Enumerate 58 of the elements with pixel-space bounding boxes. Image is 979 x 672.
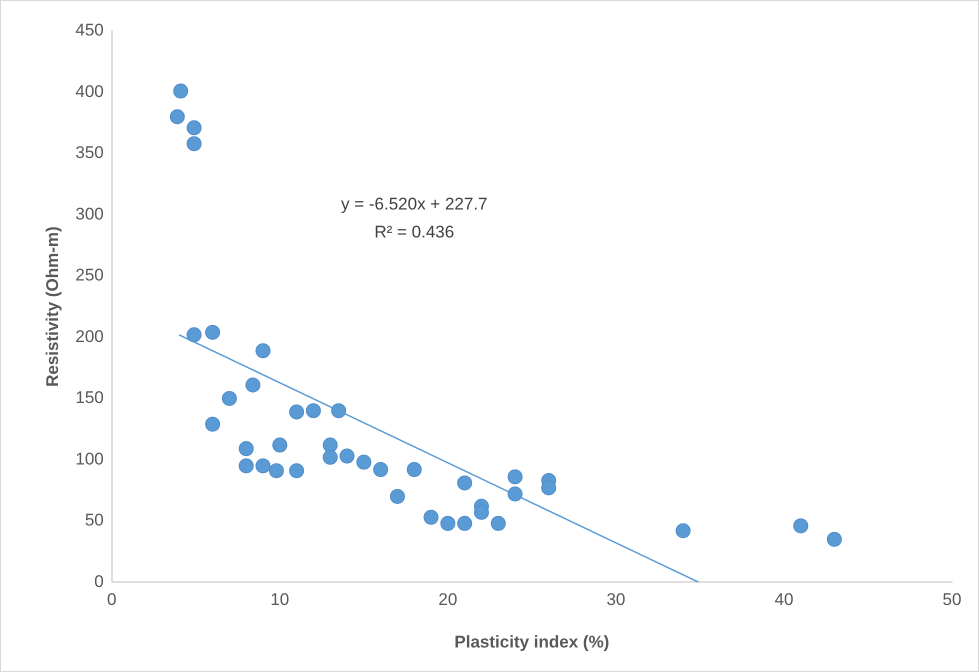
point [826, 532, 842, 547]
point [306, 403, 321, 418]
x-tick-label: 20 [438, 590, 458, 610]
point [541, 480, 556, 496]
point [322, 438, 338, 453]
point [222, 390, 237, 406]
point [457, 516, 472, 531]
x-tick-label: 0 [107, 590, 116, 610]
y-tick-label: 200 [75, 326, 104, 346]
y-tick-label: 50 [84, 510, 104, 530]
x-axis-title: Plasticity index (%) [454, 632, 610, 652]
point [205, 416, 220, 432]
x-tick-label: 10 [270, 590, 290, 610]
point [508, 486, 523, 502]
x-tick-label: 30 [606, 590, 626, 610]
y-tick-label: 400 [75, 82, 104, 101]
point [170, 109, 185, 124]
x-tick-label: 50 [942, 590, 962, 610]
point [424, 510, 439, 525]
point [793, 518, 808, 534]
y-tick-label: 150 [75, 388, 104, 408]
point [245, 377, 260, 392]
point [186, 136, 202, 152]
point [490, 516, 506, 531]
point [268, 463, 284, 478]
point [406, 462, 422, 478]
point [289, 404, 304, 420]
point [331, 403, 346, 418]
x-tick-label: 40 [774, 590, 794, 610]
point [508, 469, 523, 484]
point [373, 462, 388, 478]
point [256, 343, 271, 358]
point [676, 523, 691, 538]
point [186, 327, 202, 342]
point [340, 448, 355, 464]
point [238, 458, 254, 474]
y-tick-label: 0 [94, 572, 104, 591]
point [173, 84, 188, 99]
y-tick-label: 250 [75, 266, 104, 285]
y-tick-label: 350 [75, 143, 104, 162]
point [205, 324, 220, 340]
point [356, 454, 372, 470]
point [440, 516, 456, 531]
y-tick-label: 450 [75, 20, 104, 40]
y-tick-label: 300 [75, 204, 104, 224]
y-axis-title: Resistivity (Ohm-m) [42, 226, 62, 387]
annotation: R² = 0.436 [374, 222, 454, 242]
point [186, 120, 202, 136]
point [390, 488, 405, 504]
annotation: y = -6.520x + 227.7 [341, 194, 488, 214]
point [457, 475, 472, 490]
y-tick-label: 100 [75, 449, 104, 468]
point [289, 463, 304, 478]
point [272, 438, 288, 453]
point [322, 450, 338, 465]
point [256, 458, 271, 474]
point [238, 441, 254, 456]
point [474, 504, 489, 520]
